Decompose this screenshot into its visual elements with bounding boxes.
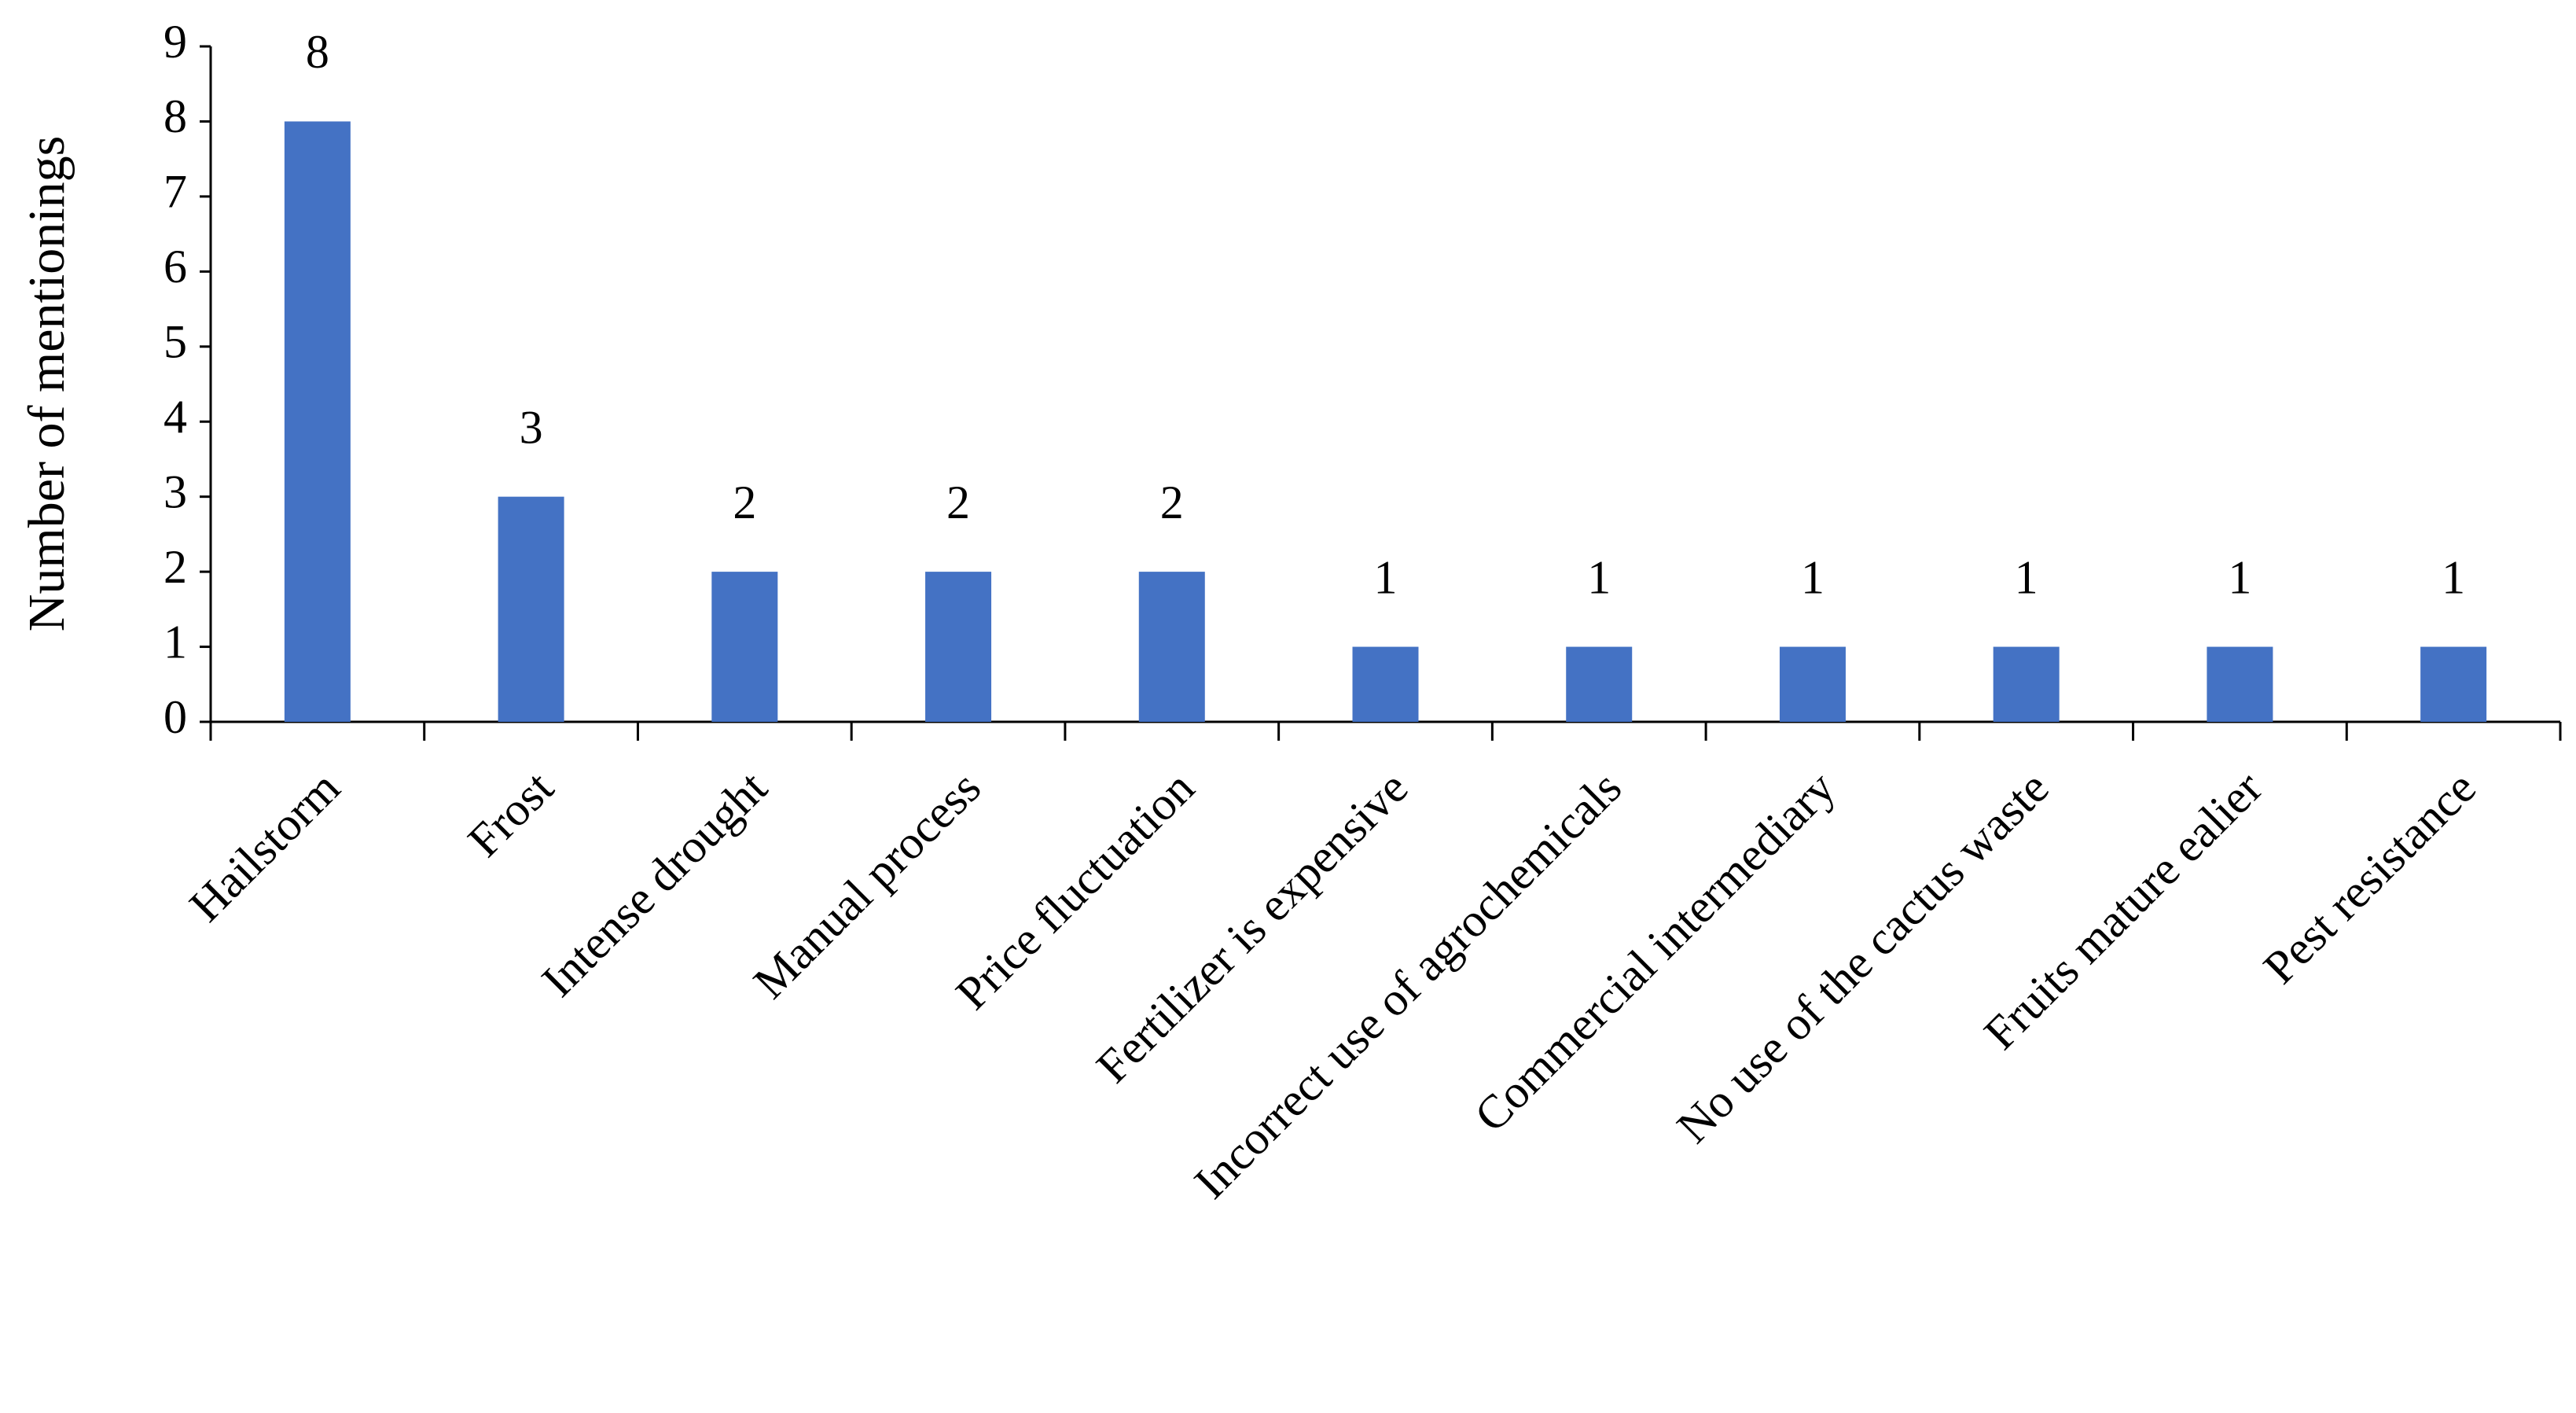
y-tick-label: 2: [164, 541, 187, 593]
bar: [2420, 646, 2487, 722]
bar: [2207, 646, 2273, 722]
x-tick-label: Hailstorm: [179, 761, 349, 931]
x-tick-label: Commercial intermediary: [1464, 761, 1845, 1142]
y-tick-label: 8: [164, 90, 187, 142]
y-tick-label: 7: [164, 166, 187, 218]
y-tick-label: 0: [164, 691, 187, 743]
x-tick-label: Manual process: [744, 761, 990, 1008]
value-label: 2: [1160, 477, 1184, 528]
value-label: 1: [2442, 551, 2465, 603]
bar: [1138, 572, 1205, 722]
value-label: 1: [1587, 551, 1611, 603]
x-tick-label: Pest resistance: [2254, 761, 2486, 993]
y-tick-label: 6: [164, 241, 187, 293]
value-label: 2: [733, 477, 756, 528]
bar: [1779, 646, 1846, 722]
value-label: 2: [946, 477, 970, 528]
bar: [1352, 646, 1419, 722]
y-tick-label: 5: [164, 316, 187, 368]
y-tick-label: 9: [164, 16, 187, 68]
y-tick-label: 3: [164, 465, 187, 517]
y-tick-label: 4: [164, 391, 187, 443]
bar: [498, 496, 564, 722]
value-label: 1: [1801, 551, 1825, 603]
x-tick-label: Intense drought: [531, 761, 777, 1006]
value-label: 1: [2015, 551, 2038, 603]
bar: [925, 572, 992, 722]
x-tick-label: Incorrect use of agrochemicals: [1185, 761, 1631, 1208]
x-tick-label: Frost: [458, 761, 564, 867]
value-label: 1: [2228, 551, 2251, 603]
y-tick-label: 1: [164, 616, 187, 668]
value-label: 1: [1374, 551, 1398, 603]
y-axis-label: Number of mentionings: [18, 136, 75, 632]
bar: [711, 572, 778, 722]
value-label: 3: [520, 401, 543, 453]
x-tick-label: No use of the cactus waste: [1667, 761, 2059, 1153]
bar: [284, 121, 351, 722]
bar: [1566, 646, 1633, 722]
bar: [1993, 646, 2060, 722]
value-label: 8: [306, 26, 329, 78]
